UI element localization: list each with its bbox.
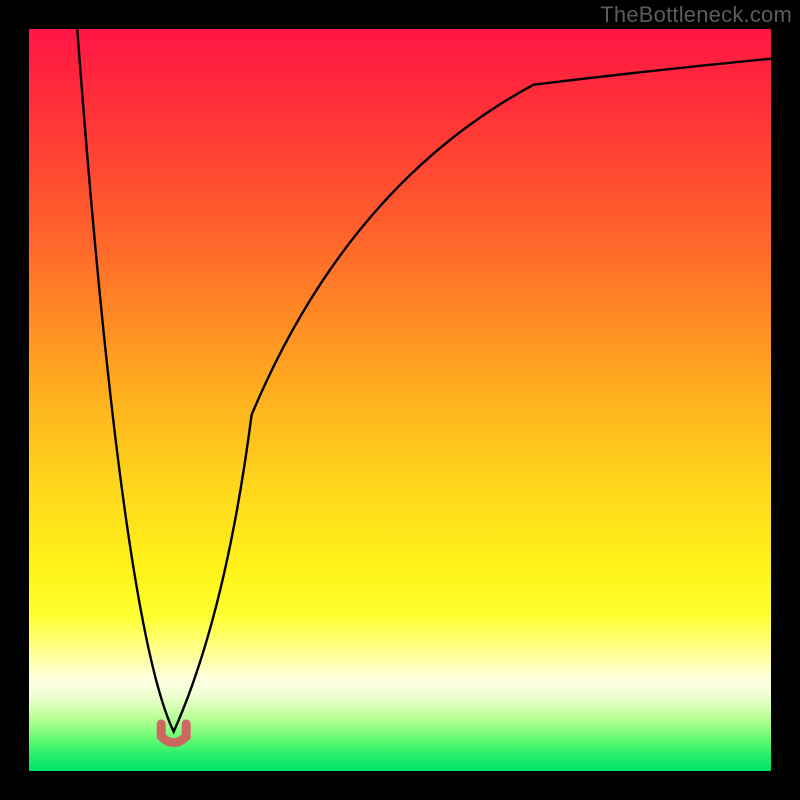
bottleneck-chart: [0, 0, 800, 800]
plot-gradient-background: [29, 29, 771, 771]
attribution-watermark: TheBottleneck.com: [600, 2, 792, 28]
chart-stage: TheBottleneck.com: [0, 0, 800, 800]
